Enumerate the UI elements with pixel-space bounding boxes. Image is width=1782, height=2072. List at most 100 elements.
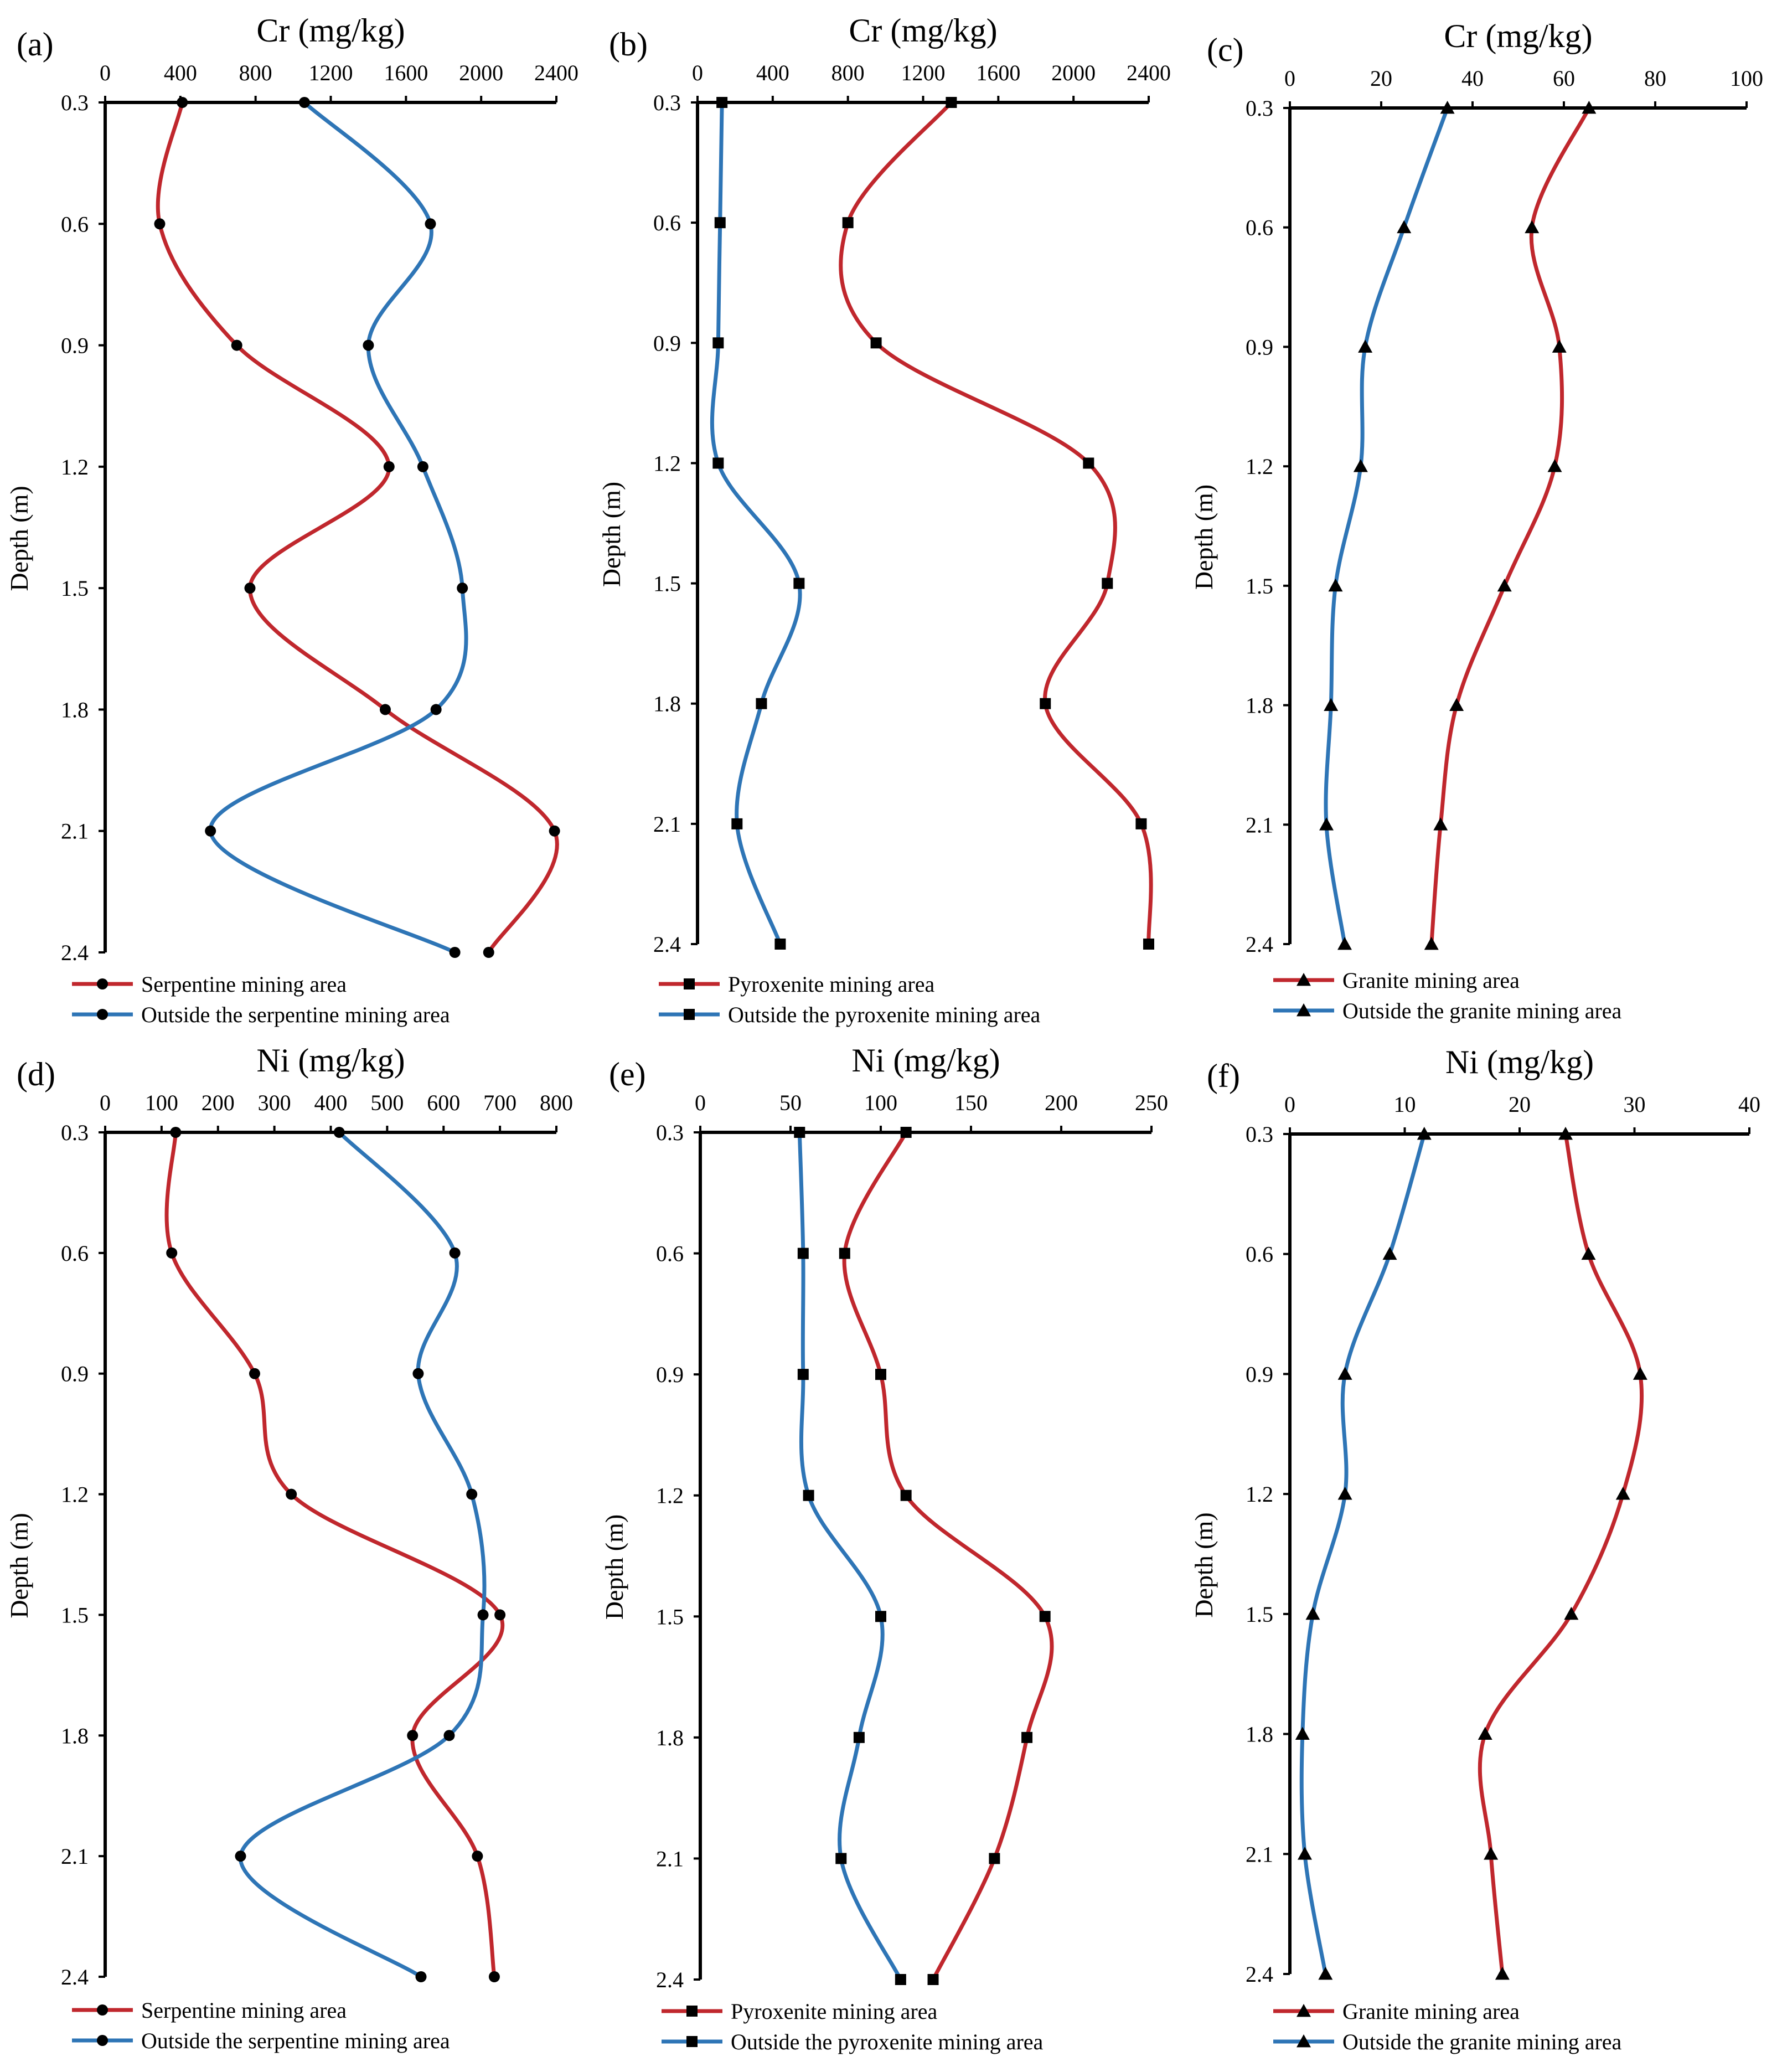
chart-panel-2: (b) Cr (mg/kg) 0 400 800 1200 1600 2000 2400 0.3 0… [597, 12, 1171, 1027]
y-axis-label: Depth (m) [5, 486, 33, 591]
data-point-series-1 [1039, 1611, 1051, 1622]
x-tick-label: 0 [1284, 1092, 1295, 1117]
data-point-series-1 [170, 1127, 182, 1138]
panel-letter: (e) [609, 1056, 646, 1092]
legend-label-2: Outside the serpentine mining area [141, 1002, 450, 1027]
legend-label-2: Outside the pyroxenite mining area [728, 1002, 1041, 1027]
data-point-series-2 [1440, 101, 1455, 114]
legend-label-2: Outside the granite mining area [1342, 998, 1622, 1023]
chart-title: Ni (mg/kg) [851, 1042, 1000, 1079]
legend-marker-2 [97, 1009, 108, 1020]
y-tick-label: 2.1 [61, 1844, 89, 1869]
x-tick-label: 10 [1394, 1092, 1416, 1117]
data-point-series-2 [1417, 1127, 1432, 1140]
legend-label-1: Granite mining area [1342, 968, 1520, 993]
x-tick-label: 0 [100, 1090, 111, 1115]
y-tick-label: 1.8 [653, 692, 681, 717]
x-tick-label: 700 [483, 1090, 516, 1115]
data-point-series-1 [1478, 1726, 1492, 1740]
chart-title: Cr (mg/kg) [256, 12, 405, 49]
data-point-series-2 [875, 1611, 886, 1622]
legend-marker-1 [686, 2006, 698, 2017]
data-point-series-2 [835, 1853, 847, 1864]
data-point-series-1 [1021, 1731, 1033, 1743]
data-point-series-1 [1633, 1367, 1647, 1380]
data-point-series-1 [1497, 578, 1512, 592]
data-point-series-2 [449, 947, 461, 958]
data-point-series-1 [946, 97, 957, 108]
y-tick-label: 0.9 [61, 1362, 89, 1387]
data-point-series-1 [842, 217, 854, 229]
x-tick-label: 2400 [1127, 60, 1171, 85]
y-tick-label: 2.4 [61, 940, 89, 965]
legend-marker-1 [97, 2004, 108, 2016]
y-tick-label: 0.6 [1246, 215, 1273, 240]
x-tick-label: 2000 [459, 60, 503, 85]
y-tick-label: 1.2 [61, 1482, 89, 1507]
data-point-series-1 [989, 1853, 1000, 1864]
data-point-series-2 [731, 818, 743, 829]
x-tick-label: 50 [779, 1090, 802, 1115]
data-point-series-2 [714, 217, 726, 229]
data-point-series-2 [1328, 578, 1343, 592]
data-point-series-2 [1353, 459, 1368, 472]
data-point-series-1 [166, 1247, 178, 1259]
y-tick-label: 0.9 [653, 331, 681, 355]
series-line-1 [1478, 1132, 1644, 1976]
x-tick-label: 1200 [901, 60, 946, 85]
y-tick-label: 0.9 [1246, 1362, 1273, 1387]
data-point-series-1 [900, 1489, 912, 1501]
data-point-series-1 [1424, 937, 1439, 950]
data-point-series-2 [1337, 1367, 1352, 1380]
y-tick-label: 1.8 [61, 1723, 89, 1748]
x-tick-label: 30 [1624, 1092, 1646, 1117]
x-tick-label: 1600 [976, 60, 1020, 85]
panel-letter: (b) [609, 26, 648, 63]
legend-marker-1 [684, 978, 695, 989]
y-tick-label: 0.9 [656, 1362, 684, 1387]
series-line-2 [1299, 1132, 1427, 1976]
series-line-1 [156, 100, 559, 955]
x-tick-label: 600 [427, 1090, 460, 1115]
data-point-series-2 [756, 698, 767, 709]
data-point-series-2 [1358, 339, 1373, 353]
data-point-series-2 [1305, 1606, 1320, 1620]
data-point-series-2 [449, 1247, 461, 1259]
x-tick-label: 300 [258, 1090, 291, 1115]
y-tick-label: 1.5 [1246, 574, 1273, 599]
x-tick-label: 150 [954, 1090, 988, 1115]
x-tick-label: 250 [1135, 1090, 1168, 1115]
y-tick-label: 1.5 [61, 576, 89, 601]
data-point-series-2 [298, 97, 310, 108]
legend-marker-2 [1297, 1003, 1311, 1017]
data-point-series-2 [895, 1974, 906, 1985]
y-axis-label: Depth (m) [1190, 1512, 1218, 1617]
data-point-series-2 [415, 1971, 427, 1982]
data-point-series-1 [1547, 459, 1562, 472]
x-tick-label: 40 [1738, 1092, 1760, 1117]
y-tick-label: 0.3 [61, 90, 89, 115]
x-tick-label: 20 [1370, 66, 1392, 91]
y-tick-label: 2.1 [1246, 1842, 1273, 1867]
data-point-series-2 [853, 1731, 865, 1743]
x-tick-label: 2000 [1051, 60, 1096, 85]
data-point-series-1 [177, 97, 188, 108]
data-point-series-1 [1135, 818, 1147, 829]
data-point-series-1 [927, 1974, 939, 1985]
data-point-series-1 [1558, 1127, 1573, 1140]
data-point-series-2 [803, 1489, 814, 1501]
legend-label-1: Serpentine mining area [141, 972, 347, 997]
x-tick-label: 100 [864, 1090, 897, 1115]
y-axis-label: Depth (m) [5, 1513, 33, 1618]
data-point-series-1 [383, 461, 395, 472]
data-point-series-2 [716, 97, 728, 108]
x-tick-label: 400 [756, 60, 789, 85]
y-tick-label: 0.6 [653, 210, 681, 235]
data-point-series-2 [1397, 220, 1412, 234]
data-point-series-1 [407, 1730, 419, 1741]
chart-title: Ni (mg/kg) [1445, 1044, 1594, 1080]
data-point-series-1 [1433, 817, 1448, 831]
chart-title: Cr (mg/kg) [849, 12, 997, 49]
x-tick-label: 0 [695, 1090, 706, 1115]
x-tick-label: 400 [164, 60, 197, 85]
